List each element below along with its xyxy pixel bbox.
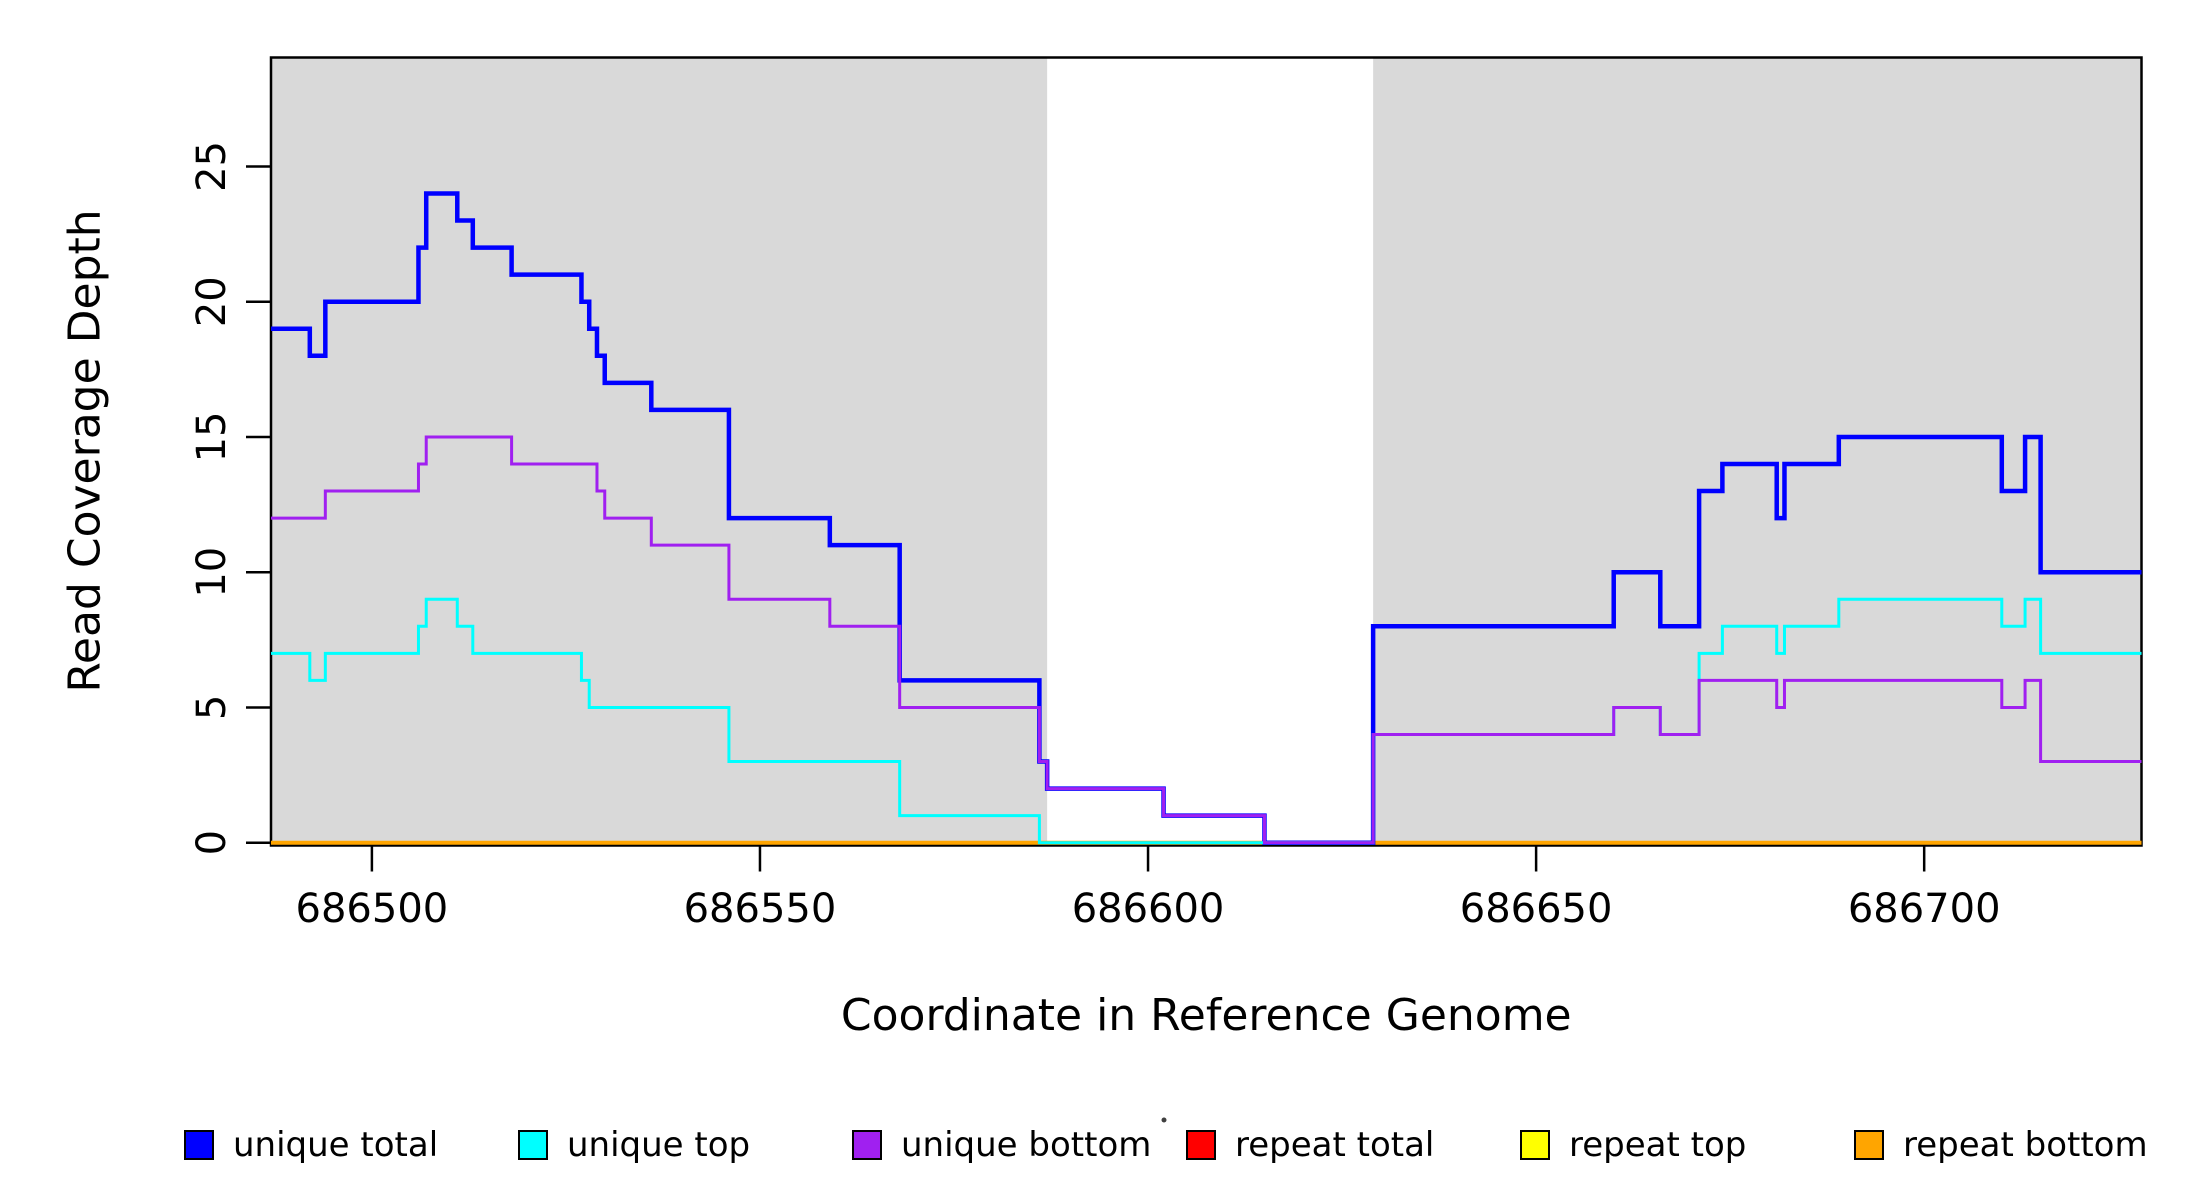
highlight-region-rect-1 — [1373, 57, 2142, 846]
x-axis-title: Coordinate in Reference Genome — [841, 990, 1572, 1041]
legend-item-unique-top: unique top — [518, 1125, 750, 1165]
y-tick-label: 25 — [189, 141, 235, 192]
highlight-region-rect-0 — [271, 57, 1048, 846]
legend-label-repeat-bottom: repeat bottom — [1903, 1125, 2148, 1165]
y-tick-label: 10 — [189, 547, 235, 598]
legend-swatch-repeat-top — [1520, 1130, 1550, 1160]
legend-swatch-unique-top — [518, 1130, 548, 1160]
legend-item-unique-bottom: unique bottom — [852, 1125, 1151, 1165]
x-tick-label: 686650 — [1460, 886, 1613, 932]
legend-swatch-repeat-total — [1186, 1130, 1216, 1160]
legend-swatch-unique-bottom — [852, 1130, 882, 1160]
unique-bottom-line — [271, 435, 2142, 845]
y-tick-label: 5 — [189, 695, 235, 720]
stray-mark — [1161, 1117, 1167, 1123]
legend-label-unique-bottom: unique bottom — [901, 1125, 1151, 1165]
legend-label-unique-top: unique top — [567, 1125, 750, 1165]
x-tick-label: 686600 — [1072, 886, 1225, 932]
x-tick-label: 686550 — [684, 886, 837, 932]
x-tick-label: 686500 — [296, 886, 449, 932]
legend-swatch-unique-total — [184, 1130, 214, 1160]
y-tick-label: 0 — [189, 830, 235, 855]
y-tick-label: 15 — [189, 411, 235, 462]
legend-item-repeat-top: repeat top — [1520, 1125, 1746, 1165]
legend-item-repeat-bottom: repeat bottom — [1854, 1125, 2148, 1165]
unique-top-line — [271, 597, 2142, 845]
legend-swatch-repeat-bottom — [1854, 1130, 1884, 1160]
x-tick-label: 686700 — [1848, 886, 2001, 932]
legend-label-unique-total: unique total — [233, 1125, 438, 1165]
plot-border — [269, 56, 2143, 847]
y-tick-label: 20 — [189, 276, 235, 327]
legend-label-repeat-total: repeat total — [1235, 1125, 1434, 1165]
unique-total-line — [271, 191, 2142, 845]
legend-label-repeat-top: repeat top — [1569, 1125, 1746, 1165]
y-axis-title: Read Coverage Depth — [60, 209, 111, 692]
legend-item-repeat-total: repeat total — [1186, 1125, 1434, 1165]
legend-item-unique-total: unique total — [184, 1125, 438, 1165]
